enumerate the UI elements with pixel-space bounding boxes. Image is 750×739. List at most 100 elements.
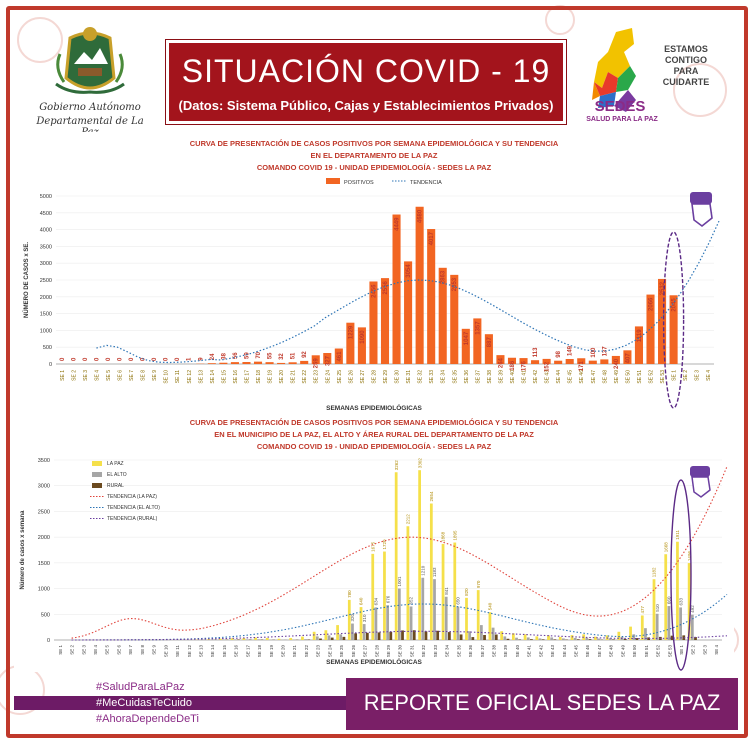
chart1-legend-swatch-positivos	[326, 178, 340, 184]
chart1-bar	[658, 278, 667, 364]
chart2-xtick: SE 47	[597, 645, 602, 658]
chart2-xtick: SE 7	[128, 645, 133, 655]
chart2-bar-rural	[412, 630, 416, 640]
chart2-bar-label: 1720	[382, 539, 387, 550]
chart1-ytick: 4000	[40, 228, 52, 234]
chart1-bar-label: 3054	[406, 264, 412, 278]
chart1-bar	[369, 281, 378, 364]
chart2-bar-rural	[588, 639, 592, 640]
chart1-xtick: SE 12	[187, 370, 193, 384]
chart1-bar	[600, 359, 609, 364]
chart1-bar	[496, 355, 505, 364]
chart2-bar-label: 652	[409, 596, 414, 604]
chart1-xtick: SE 21	[291, 370, 297, 384]
charts-svg: CURVA DE PRESENTACIÓN DE CASOS POSITIVOS…	[20, 139, 728, 671]
chart2-bar-la-paz	[324, 630, 328, 640]
chart2-bar-la-paz	[664, 554, 668, 640]
chart1-xtick: SE 27	[360, 370, 366, 384]
chart2-xtick: SE 27	[363, 645, 368, 658]
chart1-xtick: SE 47	[591, 370, 597, 384]
chart2-bar-rural	[623, 638, 627, 640]
chart1-bar	[484, 334, 493, 364]
chart2-bar-la-paz	[242, 638, 246, 640]
chart2-xtick: SE 23	[316, 645, 321, 658]
chart2-bar-rural	[635, 638, 639, 640]
chart1-bar-label: 0	[117, 357, 123, 361]
chart2-bar-la-paz	[277, 638, 281, 640]
chart2-bar-el-alto	[386, 605, 390, 640]
chart1-bar	[577, 358, 586, 364]
chart2-bar-la-paz	[476, 590, 480, 640]
chart1-xtick: SE 14	[210, 370, 216, 384]
chart1-bar-label: 9	[198, 357, 204, 361]
chart2-bar-label: 1868	[441, 531, 446, 542]
chart2-xtick: SE 14	[210, 645, 215, 658]
chart1-bar	[207, 363, 216, 364]
chart1-ytick: 1000	[40, 328, 52, 334]
chart1-xtick: SE 30	[395, 370, 401, 384]
chart2-highlight-ellipse	[670, 479, 692, 671]
chart2-bar-rural	[670, 635, 674, 640]
chart1-bar	[646, 294, 655, 364]
chart2-bar-el-alto	[690, 614, 694, 640]
chart1-bar-label: 0	[106, 357, 112, 361]
chart2-xtick: SE 15	[222, 645, 227, 658]
chart1-bar-label: 2863	[441, 270, 447, 284]
chart2-ytick: 1000	[38, 587, 50, 593]
page-title: SITUACIÓN COVID - 19	[181, 53, 551, 89]
chart1-bar-label: 2066	[649, 297, 655, 311]
chart2-xtick: SE 45	[574, 645, 579, 658]
chart1-xtick: SE 46	[579, 370, 585, 384]
chart1-xlabel: SEMANAS EPIDEMIOLÓGICAS	[326, 403, 422, 412]
chart1-xtick: SE 35	[452, 370, 458, 384]
chart1-bar-label: 240	[614, 358, 620, 369]
chart2-bar-la-paz	[465, 597, 468, 640]
report-title: REPORTE OFICIAL SEDES LA PAZ	[363, 690, 721, 715]
chart1-bar-label: 1047	[464, 331, 470, 345]
chart1-bar-label: 2556	[383, 280, 389, 294]
chart1-bar-label: 4449	[395, 217, 401, 231]
chart1-bar-label: 264	[498, 357, 504, 368]
chart2-bar-label: 3262	[394, 460, 399, 471]
chart1-bar-label: 55	[268, 352, 274, 359]
chart2-xtick: SE 48	[609, 645, 614, 658]
chart1-bar-label: 0	[175, 357, 181, 361]
chart1-bar	[323, 353, 332, 364]
chart1-bar-label: 92	[302, 351, 308, 358]
report-banner: REPORTE OFICIAL SEDES LA PAZ	[346, 678, 738, 730]
hashtag-2: #MeCuidasTeCuido	[96, 697, 192, 709]
chart1-bar	[438, 267, 447, 364]
chart2-bar-el-alto	[550, 637, 554, 640]
chart2-bar-el-alto	[503, 636, 507, 640]
chart2-bar-el-alto	[562, 638, 565, 640]
chart2-subtitle2: COMANDO COVID 19 - UNIDAD EPIDEMIOLOGÍA …	[257, 442, 492, 451]
chart2-trend-la-paz	[71, 466, 728, 639]
chart2-bar-label: 1668	[663, 542, 668, 553]
chart1-bar	[242, 362, 251, 364]
chart2-bar-la-paz	[500, 631, 504, 640]
logo-left-line1: Gobierno Autónomo	[39, 102, 141, 113]
chart2-legend-entry: EL ALTO	[107, 472, 127, 478]
chart2-legend-swatch	[92, 483, 102, 488]
chart1-ytick: 2000	[40, 295, 52, 301]
chart2-bar-la-paz	[453, 542, 457, 640]
chart2-bar-el-alto	[304, 639, 307, 640]
chart1-bar-label: 0	[129, 357, 135, 361]
chart2-xtick: SE 1	[58, 645, 63, 655]
chart2-bar-el-alto	[597, 638, 600, 640]
chart2-xtick: SE 4	[714, 645, 719, 655]
chart1-xtick: SE 31	[406, 370, 412, 384]
chart1-xtick: SE 50	[625, 370, 631, 384]
chart2-legend-entry: TENDENCIA (LA PAZ)	[107, 494, 157, 500]
chart2-subtitle: EN EL MUNICIPIO DE LA PAZ, EL ALTO Y ÁRE…	[214, 430, 534, 439]
chart2-bar-label: 492	[690, 605, 695, 613]
hand-palm-shape	[691, 203, 713, 228]
chart1-ytick: 2500	[40, 278, 52, 284]
chart1-bar-label: 51	[291, 352, 297, 359]
chart1-ytick: 3000	[40, 261, 52, 267]
hand-cuff-shape	[690, 192, 712, 204]
chart1-xtick: SE 3	[83, 370, 89, 381]
chart2-bar-la-paz	[687, 563, 691, 640]
chart1-bar	[265, 362, 274, 364]
chart1-xtick: SE 28	[371, 370, 377, 384]
